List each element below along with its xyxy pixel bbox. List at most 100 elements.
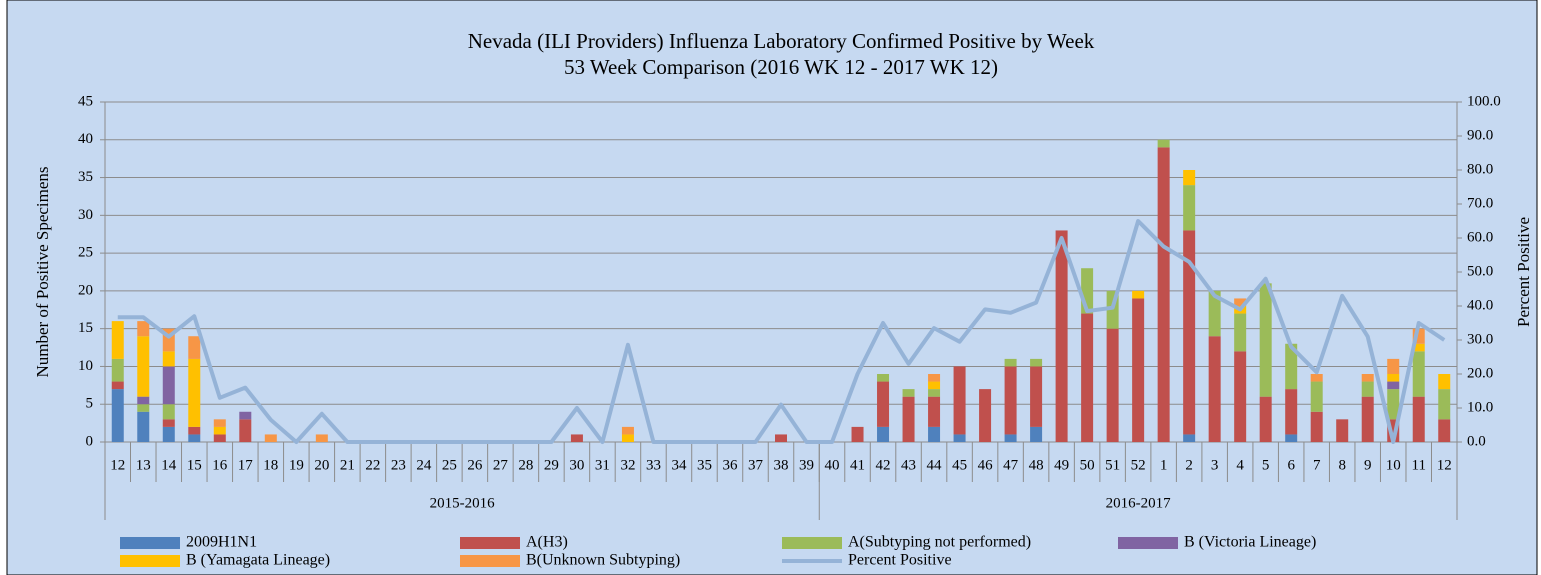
bar-segment: [928, 389, 941, 397]
legend-swatch: [120, 537, 180, 549]
bar-segment: [1208, 290, 1221, 337]
x-tick-label: 11: [1412, 457, 1426, 473]
legend-swatch: [460, 555, 520, 567]
bar-segment: [1438, 374, 1451, 390]
bar-segment: [315, 434, 328, 442]
bar-segment: [1183, 185, 1196, 231]
bar-segment: [1004, 366, 1017, 435]
bar-segment: [264, 434, 277, 442]
y2-tick-label: 50.0: [1467, 263, 1493, 279]
legend-swatch: [1118, 537, 1178, 549]
x-tick-label: 1: [1160, 457, 1168, 473]
x-tick-label: 22: [365, 457, 380, 473]
x-tick-label: 19: [289, 457, 304, 473]
bar-segment: [162, 366, 175, 405]
bar-segment: [188, 426, 201, 435]
bar-segment: [137, 336, 150, 397]
bar-segment: [1234, 298, 1247, 306]
x-tick-label: 29: [544, 457, 559, 473]
x-tick-label: 51: [1105, 457, 1120, 473]
bar-segment: [137, 396, 150, 405]
y-tick-label: 30: [78, 207, 93, 223]
bar-segment: [1438, 389, 1451, 420]
bar-segment: [213, 434, 226, 442]
y-tick-label: 10: [78, 358, 93, 374]
legend-label: B (Victoria Lineage): [1184, 534, 1316, 551]
y2-tick-label: 0.0: [1467, 433, 1486, 449]
bar-segment: [1132, 290, 1145, 299]
x-tick-label: 38: [774, 457, 789, 473]
bar-segment: [1387, 358, 1400, 374]
x-tick-label: 45: [952, 457, 967, 473]
bar-segment: [1030, 358, 1043, 367]
bar-segment: [1387, 389, 1400, 420]
x-tick-label: 28: [518, 457, 533, 473]
y-axis-label: Number of Positive Specimens: [33, 166, 52, 377]
bar-segment: [1310, 411, 1323, 442]
chart-title: Nevada (ILI Providers) Influenza Laborat…: [468, 29, 1095, 53]
x-tick-label: 47: [1003, 457, 1019, 473]
y2-axis-label: Percent Positive: [1514, 217, 1533, 327]
bar-segment: [1004, 434, 1017, 442]
x-tick-label: 20: [314, 457, 329, 473]
legend-swatch: [782, 537, 842, 549]
bar-segment: [1387, 374, 1400, 382]
x-tick-label: 31: [595, 457, 610, 473]
bar-segment: [111, 389, 124, 442]
bar-segment: [162, 419, 175, 427]
x-tick-label: 32: [620, 457, 635, 473]
y-tick-label: 25: [78, 245, 93, 261]
bar-segment: [902, 389, 915, 397]
bar-segment: [1132, 298, 1145, 442]
x-tick-label: 40: [825, 457, 840, 473]
bar-segment: [1336, 419, 1349, 442]
bar-segment: [1183, 434, 1196, 442]
bar-segment: [111, 381, 124, 390]
legend-label: A(Subtyping not performed): [848, 534, 1031, 551]
legend-label: B(Unknown Subtyping): [526, 552, 680, 569]
bar-segment: [953, 434, 966, 442]
x-tick-label: 52: [1131, 457, 1146, 473]
bar-segment: [111, 321, 124, 359]
y2-tick-label: 80.0: [1467, 161, 1493, 177]
bar-segment: [162, 351, 175, 367]
bar-segment: [1030, 366, 1043, 427]
chart-background: [6, 0, 1538, 575]
bar-segment: [162, 426, 175, 442]
bar-segment: [1285, 343, 1298, 390]
x-tick-label: 30: [569, 457, 584, 473]
bar-segment: [239, 411, 252, 420]
bar-segment: [1106, 328, 1119, 442]
y2-tick-label: 60.0: [1467, 229, 1493, 245]
x-tick-label: 10: [1386, 457, 1401, 473]
bar-segment: [1234, 313, 1247, 352]
bar-segment: [902, 396, 915, 442]
bar-segment: [1412, 343, 1425, 352]
x-tick-label: 41: [850, 457, 865, 473]
bar-segment: [213, 419, 226, 427]
bar-segment: [239, 419, 252, 442]
x-tick-label: 35: [697, 457, 712, 473]
bar-segment: [1157, 147, 1170, 443]
x-tick-label: 21: [340, 457, 355, 473]
x-tick-label: 24: [416, 457, 432, 473]
y-tick-label: 35: [78, 169, 93, 185]
bar-segment: [1310, 381, 1323, 412]
bar-segment: [877, 426, 890, 442]
y-tick-label: 5: [86, 396, 94, 412]
y2-tick-label: 30.0: [1467, 331, 1493, 347]
x-tick-label: 13: [136, 457, 151, 473]
bar-segment: [953, 366, 966, 435]
y2-tick-label: 10.0: [1467, 399, 1493, 415]
x-tick-label: 39: [799, 457, 814, 473]
legend-label: B (Yamagata Lineage): [186, 552, 330, 569]
x-tick-label: 18: [263, 457, 278, 473]
bar-segment: [621, 434, 634, 442]
bar-segment: [1412, 351, 1425, 397]
y-tick-label: 40: [78, 131, 93, 147]
y-tick-label: 0: [86, 433, 94, 449]
bar-segment: [621, 426, 634, 435]
y2-tick-label: 100.0: [1467, 93, 1501, 109]
bar-segment: [928, 374, 941, 382]
